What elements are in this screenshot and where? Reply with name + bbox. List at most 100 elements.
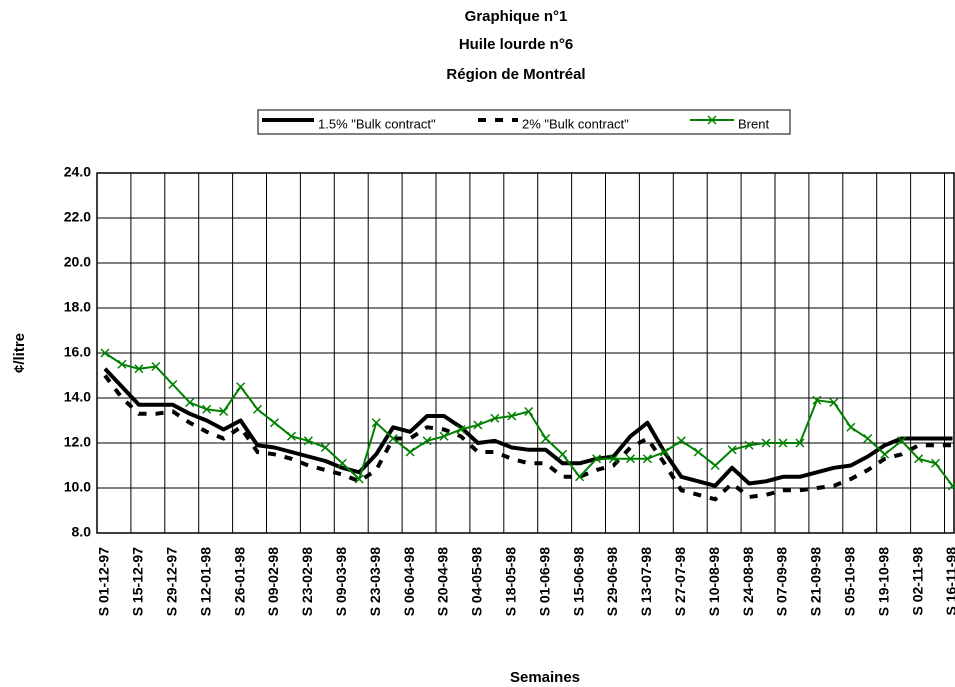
marker [947,481,955,491]
x-tick-label: S 01-06-98 [536,547,552,616]
marker [185,397,195,408]
y-tick-label: 14.0 [64,389,91,405]
marker [727,445,737,455]
marker [219,406,229,417]
marker [659,447,669,457]
marker [744,440,754,450]
marker [710,460,720,471]
series-line [103,374,953,502]
legend-label: 2% "Bulk contract" [522,116,629,131]
chart-title: Huile lourde n°6 [459,36,573,53]
y-tick-label: 20.0 [64,254,91,270]
marker [880,449,890,459]
marker [707,115,717,125]
marker [541,433,551,444]
y-tick-label: 8.0 [72,524,92,540]
marker [507,411,517,421]
marker [151,361,161,372]
x-tick-label: S 06-04-98 [401,547,417,616]
marker [100,348,110,358]
y-tick-label: 24.0 [64,164,91,180]
x-tick-label: S 13-07-98 [638,547,654,616]
marker [642,454,652,464]
x-tick-label: S 21-09-98 [808,547,824,616]
marker [303,436,313,446]
marker [524,406,534,417]
marker [778,438,788,448]
marker [558,449,568,459]
marker [388,433,398,444]
marker [456,424,466,435]
y-tick-label: 10.0 [64,479,91,495]
legend-label: 1.5% "Bulk contract" [318,116,436,131]
y-tick-label: 18.0 [64,299,91,315]
marker [795,438,805,448]
marker [320,442,330,453]
x-tick-label: S 26-01-98 [231,547,247,616]
marker [693,447,703,457]
marker [202,404,212,414]
marker [812,395,822,405]
x-tick-label: S 19-10-98 [875,547,891,616]
x-tick-label: S 09-03-98 [333,547,349,616]
marker [117,359,127,369]
marker [253,404,263,414]
marker [286,431,296,441]
marker [676,436,686,446]
x-tick-label: S 27-07-98 [672,547,688,616]
x-axis-title: Semaines [510,669,580,686]
x-tick-label: S 23-03-98 [367,547,383,616]
series-line [103,367,953,488]
chart-title: Graphique n°1 [465,8,568,25]
marker [236,382,246,392]
legend-box [257,109,791,135]
x-tick-label: S 23-02-98 [299,547,315,616]
marker [897,436,907,446]
y-tick-label: 22.0 [64,209,91,225]
x-tick-label: S 04-05-98 [469,547,485,616]
marker [829,397,839,408]
chart-title: Région de Montréal [446,66,585,83]
marker [422,436,432,446]
marker [269,418,280,428]
x-tick-label: S 10-08-98 [706,547,722,616]
y-tick-label: 16.0 [64,344,91,360]
x-tick-label: S 15-12-97 [130,547,146,616]
x-tick-label: S 09-02-98 [265,547,281,616]
marker [625,454,635,464]
marker [575,472,585,482]
x-tick-label: S 02-11-98 [909,547,925,616]
marker [914,454,924,464]
plot-border [96,172,955,534]
x-tick-label: S 18-05-98 [503,547,519,616]
marker [931,458,941,468]
x-tick-label: S 29-06-98 [604,547,620,616]
x-tick-label: S 07-09-98 [774,547,790,616]
marker [761,438,771,448]
x-tick-label: S 12-01-98 [197,547,213,616]
marker [439,431,449,441]
x-tick-label: S 01-12-97 [96,547,112,616]
x-tick-label: S 15-06-98 [570,547,586,616]
marker [473,420,483,430]
x-tick-label: S 05-10-98 [842,547,858,616]
x-tick-label: S 16-11-98 [943,547,955,616]
legend-label: Brent [738,116,769,131]
marker [168,379,178,390]
marker [405,447,415,457]
marker [592,454,602,464]
marker [863,433,873,444]
x-tick-label: S 29-12-97 [164,547,180,616]
y-tick-label: 12.0 [64,434,91,450]
marker [337,458,347,468]
marker [134,364,144,374]
y-axis-title: ¢/litre [11,333,28,373]
x-tick-label: S 20-04-98 [435,547,451,616]
marker [354,474,364,484]
marker [490,413,500,423]
x-tick-label: S 24-08-98 [740,547,756,616]
marker [371,418,381,428]
marker [846,422,856,432]
marker [608,454,619,464]
